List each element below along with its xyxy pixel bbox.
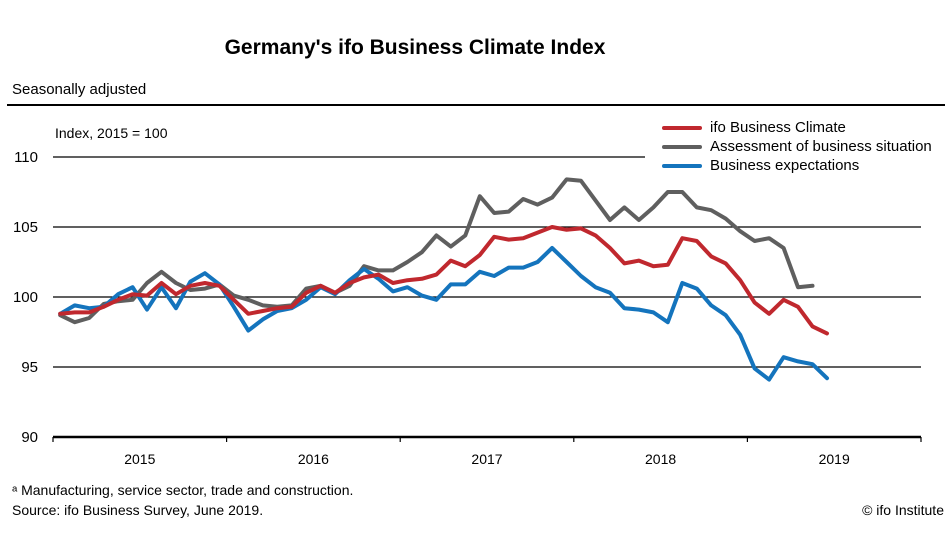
- series-lines: [58, 177, 829, 382]
- legend-item-situation: Assessment of business situation: [662, 137, 932, 156]
- y-tick-label-110: 110: [14, 149, 38, 166]
- y-tick-label-105: 105: [13, 219, 38, 236]
- legend-swatch-expectations: [662, 163, 702, 168]
- x-axis: 2015 2016 2017 2018 2019: [52, 435, 922, 467]
- legend-label-expectations: Business expectations: [710, 157, 860, 174]
- x-tick-label-2018: 2018: [645, 451, 676, 467]
- copyright: © ifo Institute: [862, 502, 944, 518]
- chart-subtitle: Seasonally adjusted: [12, 81, 147, 98]
- x-tick-label-2015: 2015: [124, 451, 155, 467]
- legend-swatch-situation: [662, 144, 702, 149]
- legend-item-climate: ifo Business Climate: [662, 118, 932, 137]
- source-note: Source: ifo Business Survey, June 2019.: [12, 502, 264, 518]
- x-tick-label-2017: 2017: [471, 451, 502, 467]
- legend-label-climate: ifo Business Climate: [710, 119, 846, 136]
- y-tick-label-95: 95: [21, 359, 38, 376]
- unit-label: Index, 2015 = 100: [55, 125, 168, 141]
- y-axis: 90 95 100 105 110: [13, 149, 38, 446]
- y-tick-label-100: 100: [13, 289, 38, 306]
- top-divider: [7, 104, 945, 106]
- legend: ifo Business Climate Assessment of busin…: [662, 118, 932, 175]
- x-tick-label-2016: 2016: [298, 451, 329, 467]
- legend-item-expectations: Business expectations: [662, 156, 932, 175]
- chart-title: Germany's ifo Business Climate Index: [224, 36, 606, 59]
- x-tick-label-2019: 2019: [819, 451, 850, 467]
- series-line-ifo-business-climate: [58, 225, 829, 336]
- y-tick-label-90: 90: [21, 429, 38, 446]
- legend-label-situation: Assessment of business situation: [710, 138, 932, 155]
- footnote: ᵃ Manufacturing, service sector, trade a…: [12, 482, 354, 498]
- legend-swatch-climate: [662, 125, 702, 130]
